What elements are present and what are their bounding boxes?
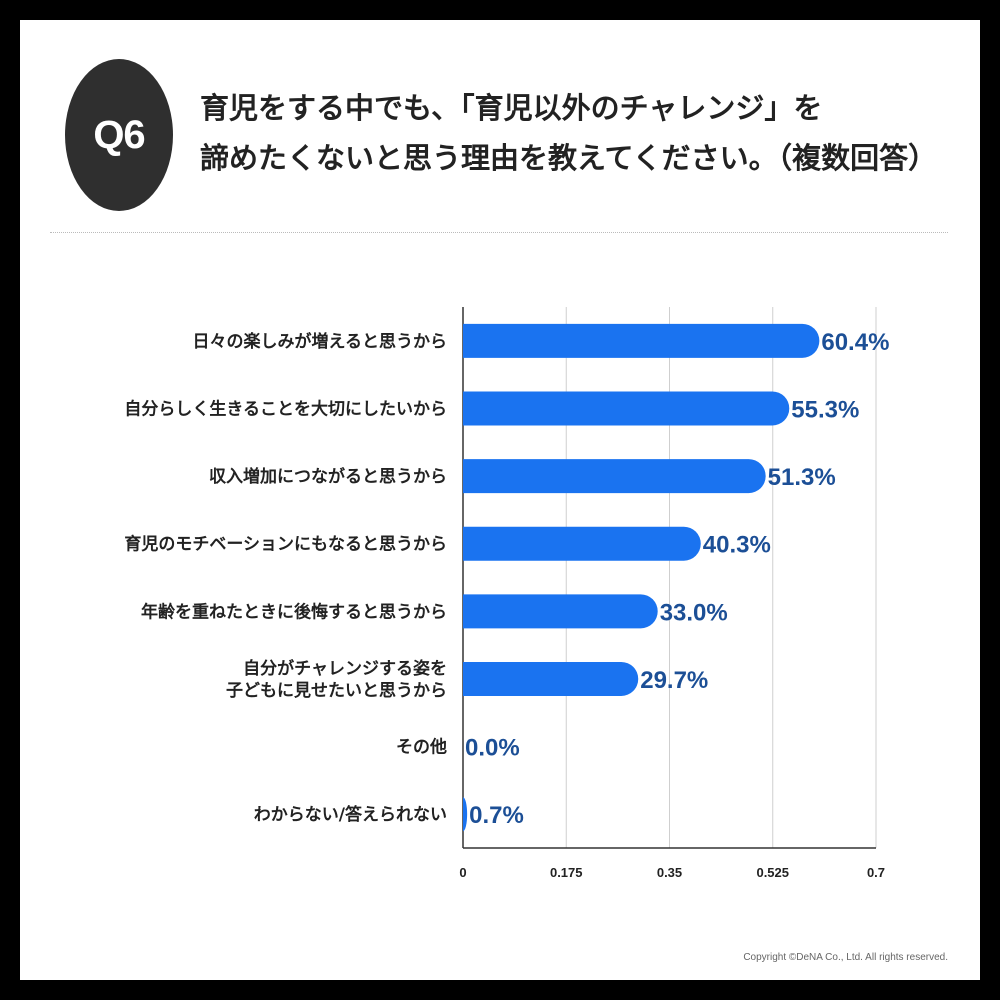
category-label: 自分がチャレンジする姿を	[243, 658, 447, 679]
x-tick-label: 0.7	[867, 865, 885, 880]
category-label: 年齢を重ねたときに後悔すると思うから	[141, 601, 447, 622]
data-label: 40.3%	[703, 532, 771, 559]
bar	[463, 323, 820, 358]
bar	[463, 594, 658, 629]
x-tick-label: 0	[459, 865, 466, 880]
bar	[463, 526, 701, 561]
data-label: 60.4%	[821, 329, 889, 356]
question-title-line-2: 諦めたくないと思う理由を教えてください。（複数回答）	[200, 141, 938, 175]
bar	[463, 391, 790, 426]
category-label: わからない/答えられない	[254, 804, 447, 825]
data-label: 51.3%	[768, 464, 836, 491]
question-badge: Q6	[65, 59, 173, 211]
x-tick-label: 0.175	[550, 865, 583, 880]
data-label: 0.7%	[469, 802, 524, 829]
data-label: 55.3%	[791, 396, 859, 423]
data-label: 29.7%	[640, 667, 708, 694]
data-label: 33.0%	[660, 599, 728, 626]
bar	[463, 797, 468, 832]
category-label: 子どもに見せたいと思うから	[226, 681, 447, 701]
copyright: Copyright ©DeNA Co., Ltd. All rights res…	[743, 952, 948, 963]
category-label: 日々の楽しみが増えると思うから	[193, 331, 448, 352]
category-label: 自分らしく生きることを大切にしたいから	[124, 398, 447, 419]
question-title-line-1: 育児をする中でも、「育児以外のチャレンジ」を	[200, 91, 823, 125]
card: Q6 育児をする中でも、「育児以外のチャレンジ」を 諦めたくないと思う理由を教え…	[20, 20, 980, 980]
question-title: 育児をする中でも、「育児以外のチャレンジ」を 諦めたくないと思う理由を教えてくだ…	[200, 83, 960, 183]
category-label: その他	[396, 737, 447, 758]
bar	[463, 661, 639, 696]
category-label: 育児のモチベーションにもなると思うから	[124, 534, 447, 555]
category-label: 収入増加につながると思うから	[209, 466, 447, 487]
x-tick-label: 0.35	[657, 865, 682, 880]
data-label: 0.0%	[465, 735, 520, 762]
bar	[463, 459, 766, 494]
divider	[50, 232, 948, 233]
x-tick-label: 0.525	[756, 865, 789, 880]
